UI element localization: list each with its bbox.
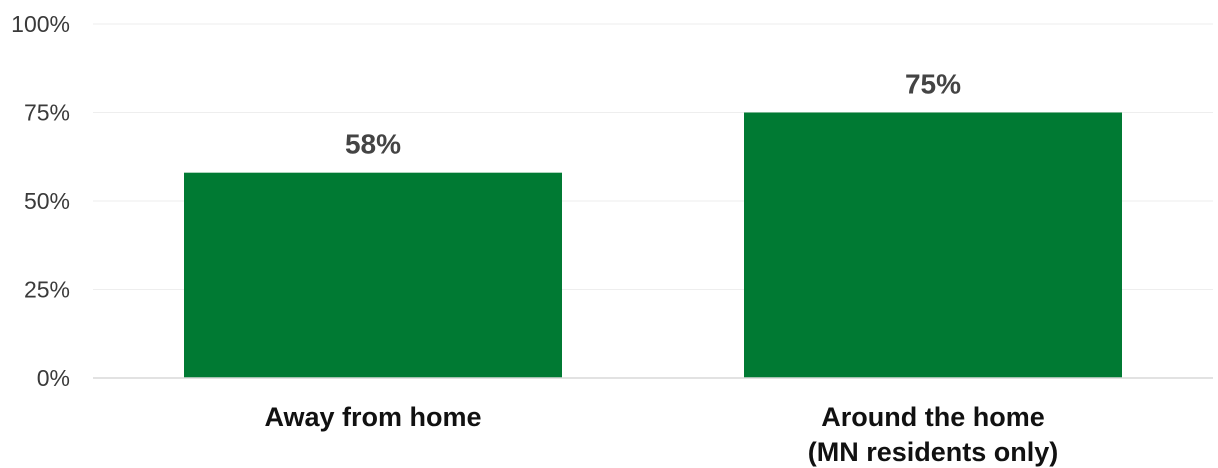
data-labels: 58% 75% — [345, 69, 961, 160]
y-tick-label: 100% — [11, 11, 70, 37]
bars — [184, 112, 1122, 378]
y-tick-label: 75% — [24, 100, 70, 126]
bar-value-label: 75% — [905, 69, 961, 100]
y-tick-label: 25% — [24, 277, 70, 303]
x-category-label: (MN residents only) — [808, 437, 1059, 467]
y-axis-ticks: 0% 25% 50% 75% 100% — [11, 11, 70, 391]
y-tick-label: 0% — [37, 365, 70, 391]
y-tick-label: 50% — [24, 188, 70, 214]
x-category-label: Away from home — [264, 402, 481, 432]
bar — [744, 112, 1122, 378]
bar-value-label: 58% — [345, 129, 401, 160]
bar — [184, 172, 562, 378]
x-axis-category-labels: Away from home Around the home (MN residen… — [264, 402, 1058, 467]
x-category-label: Around the home — [821, 402, 1045, 432]
